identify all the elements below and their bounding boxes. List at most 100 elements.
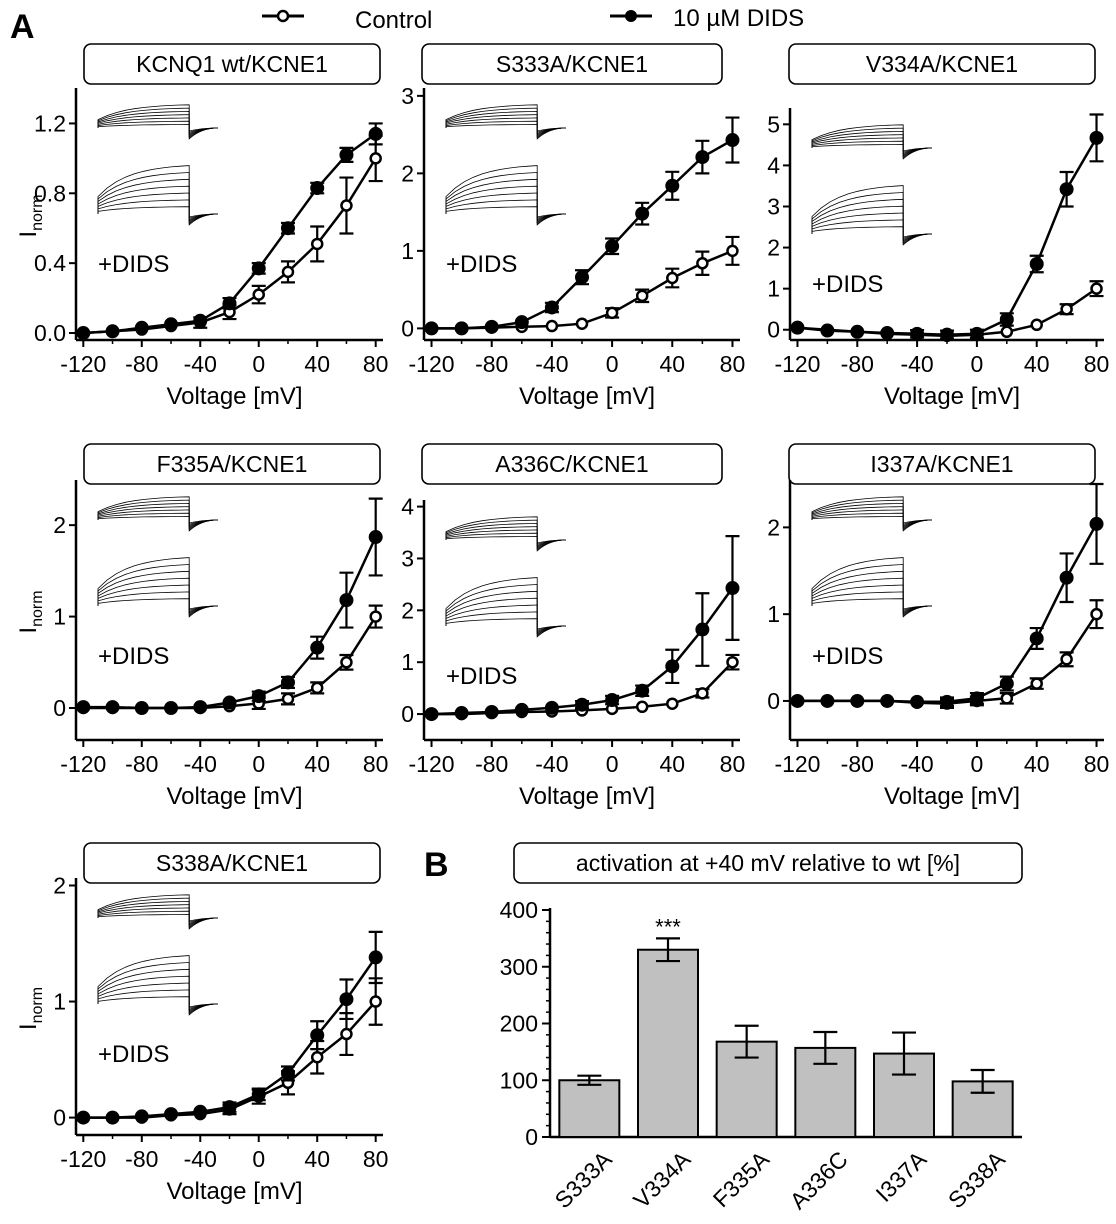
panel-title-box <box>788 43 1096 85</box>
data-point-dids <box>695 622 710 637</box>
x-tick-label: -120 <box>774 351 820 377</box>
data-point-dids <box>134 320 149 335</box>
data-point-dids <box>193 1104 208 1119</box>
data-point-dids <box>105 324 120 339</box>
data-point-dids <box>193 313 208 328</box>
x-tick-label: -40 <box>184 351 217 377</box>
series-line <box>83 536 377 710</box>
data-point-dids <box>222 1100 237 1115</box>
x-axis-label: Voltage [mV] <box>519 783 655 810</box>
x-tick-label: -120 <box>60 751 106 777</box>
bar <box>637 948 699 1138</box>
x-tick-label: -120 <box>774 751 820 777</box>
x-axis-label: Voltage [mV] <box>884 783 1020 810</box>
current-trace <box>97 165 219 226</box>
current-traces-dids <box>811 557 933 618</box>
data-point-control <box>1030 677 1043 690</box>
series-line <box>797 137 1098 336</box>
x-tick-label: -40 <box>535 751 568 777</box>
x-tick-label: 80 <box>363 1146 389 1172</box>
data-point-dids <box>310 640 325 655</box>
data-point-control <box>1060 653 1073 666</box>
significance-label: *** <box>655 914 681 939</box>
x-tick-label: -40 <box>184 751 217 777</box>
panel-label-b: B <box>424 846 449 884</box>
series-line <box>797 523 1098 704</box>
data-point-dids <box>310 1028 325 1043</box>
series-dids <box>790 482 1104 709</box>
legend-control-label: Control <box>355 7 432 34</box>
data-point-control <box>310 1050 324 1064</box>
data-point-dids <box>251 1087 266 1102</box>
legend-dids-label: 10 µM DIDS <box>673 5 804 32</box>
y-tick-label: 2 <box>401 160 414 186</box>
y-axis-label-main: I <box>15 627 42 634</box>
y-tick-label: 2 <box>767 514 780 540</box>
data-point-dids <box>880 326 895 341</box>
data-point-dids <box>222 695 237 710</box>
current-trace <box>811 584 933 613</box>
y-axis-label-sub: norm <box>29 590 46 626</box>
x-tick-label: 0 <box>252 351 265 377</box>
panel-title-box <box>421 43 723 85</box>
y-tick-label: 0 <box>767 688 780 714</box>
y-tick-label: 4 <box>401 494 414 520</box>
current-traces-dids <box>97 165 219 226</box>
data-point-dids <box>1059 570 1074 585</box>
x-tick-label: -120 <box>409 751 455 777</box>
x-tick-label: -120 <box>409 351 455 377</box>
dids-inset-label: +DIDS <box>812 643 883 670</box>
current-trace <box>445 192 567 221</box>
data-point-control <box>252 288 265 301</box>
current-traces-control <box>811 124 933 160</box>
legend-dids-marker <box>625 10 637 22</box>
current-trace <box>445 165 567 226</box>
y-axis-label: Inorm <box>15 987 46 1030</box>
x-tick-label: 40 <box>1024 751 1050 777</box>
bar-error <box>892 1031 916 1076</box>
y-tick-label: 0 <box>525 1124 538 1150</box>
legend-control-marker <box>276 9 290 23</box>
data-point-control <box>369 152 382 165</box>
current-traces-dids <box>811 185 933 246</box>
data-point-control <box>1000 692 1014 705</box>
data-point-control <box>340 199 353 212</box>
current-traces-control <box>97 496 219 532</box>
data-point-dids <box>514 315 529 330</box>
series-dids <box>76 497 383 715</box>
legend: Control 10 µM DIDS <box>262 5 804 34</box>
x-tick-label: 80 <box>1084 751 1110 777</box>
data-point-dids <box>222 296 237 311</box>
category-label: S333A <box>550 1146 618 1214</box>
data-point-dids <box>544 700 559 715</box>
data-point-dids <box>280 221 295 236</box>
x-tick-label: -120 <box>60 351 106 377</box>
x-tick-label: 80 <box>363 351 389 377</box>
current-traces-control <box>811 496 933 532</box>
current-trace <box>445 577 567 638</box>
data-point-control <box>696 687 709 700</box>
y-tick-label: 2 <box>767 235 780 261</box>
x-axis-label: Voltage [mV] <box>166 383 302 410</box>
current-trace <box>445 516 567 552</box>
y-axis-label-main: I <box>15 231 42 238</box>
data-point-dids <box>193 700 208 715</box>
x-tick-label: 0 <box>606 351 619 377</box>
y-tick-label: 0.0 <box>34 320 66 346</box>
data-point-dids <box>164 1107 179 1122</box>
panel-title: S338A/KCNE1 <box>156 850 308 876</box>
current-trace <box>97 955 219 1016</box>
data-point-control <box>605 306 619 320</box>
data-point-dids <box>1089 516 1104 531</box>
data-point-dids <box>940 327 954 342</box>
y-tick-label: 2 <box>53 512 66 538</box>
y-tick-label: 1 <box>53 604 66 630</box>
panel-title-box <box>83 443 381 485</box>
y-tick-label: 1 <box>767 276 780 302</box>
current-trace <box>811 557 933 618</box>
data-point-control <box>726 244 739 258</box>
data-point-dids <box>76 326 91 341</box>
data-point-dids <box>339 593 354 608</box>
y-tick-label: 1 <box>401 238 414 264</box>
